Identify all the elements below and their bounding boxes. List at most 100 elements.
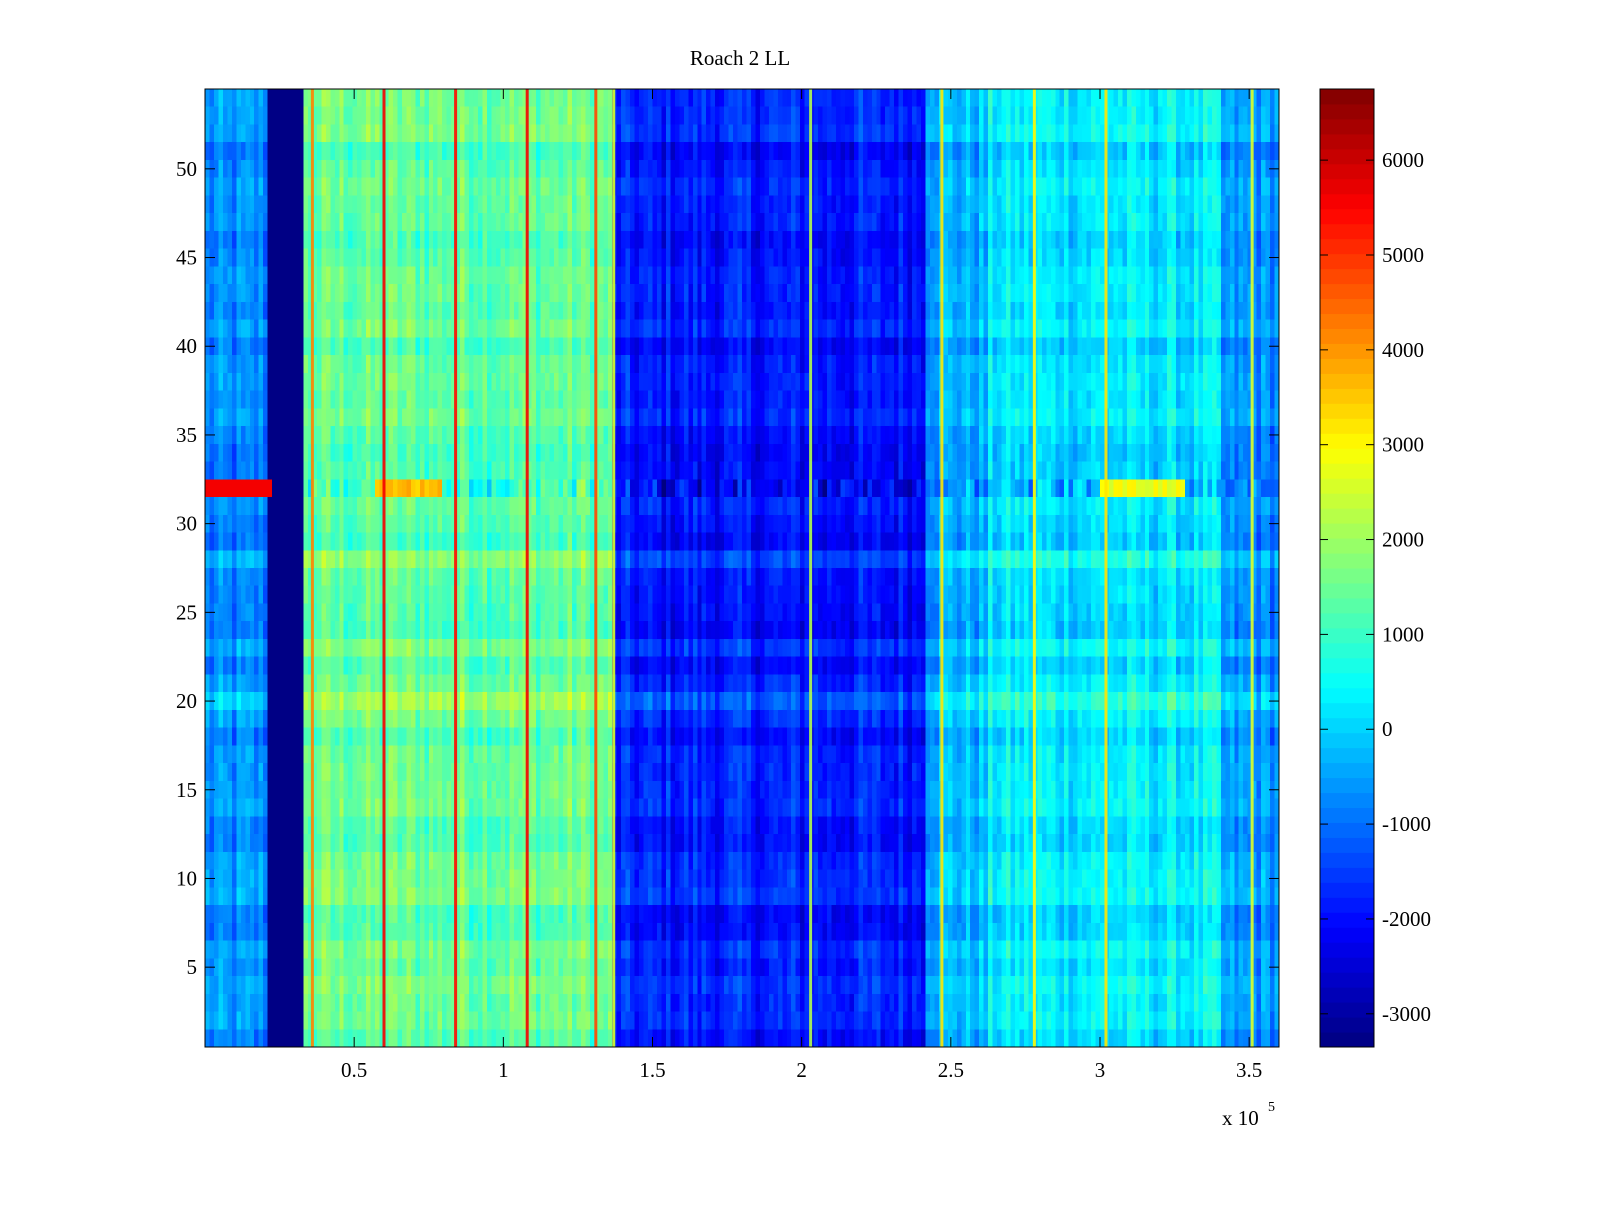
colorbar-segment: [1320, 762, 1374, 779]
y-tick-label: 40: [176, 334, 197, 358]
y-axis: 5 10 15 20 25 30 35 40 45 50: [176, 157, 1279, 979]
colorbar-segment: [1320, 732, 1374, 749]
colorbar-segment: [1320, 672, 1374, 689]
colorbar-segment: [1320, 403, 1374, 419]
heatmap-raster: [205, 89, 1279, 1047]
colorbar-segment: [1320, 178, 1374, 195]
colorbar-segment: [1320, 972, 1374, 988]
colorbar-segment: [1320, 463, 1374, 479]
colorbar-segment: [1320, 478, 1374, 494]
colorbar-segment: [1320, 582, 1374, 599]
spectral-line: [310, 89, 314, 1047]
y-tick-label: 5: [187, 955, 198, 979]
colorbar-frame: [1319, 88, 1375, 1048]
colorbar-segment: [1320, 148, 1374, 165]
colorbar-tick-label: -3000: [1382, 1002, 1431, 1026]
spectral-line: [940, 89, 944, 1047]
plot-frame: [204, 88, 1280, 1048]
colorbar-segment: [1320, 1002, 1374, 1018]
colorbar-tick-label: 6000: [1382, 148, 1424, 172]
colorbar-segment: [1320, 508, 1374, 524]
colorbar-segment: [1320, 358, 1374, 374]
colorbar-segment: [1320, 882, 1374, 898]
x-tick-label: 2: [796, 1058, 807, 1082]
spectral-line: [1250, 89, 1254, 1047]
colorbar-segment: [1320, 388, 1374, 404]
colorbar-axis: 6000 5000 4000 3000 2000 1000 0 -1000 -2000 -3000: [1320, 148, 1431, 1026]
spectral-line: [612, 89, 616, 1047]
colorbar-segment: [1320, 283, 1374, 300]
colorbar-segment: [1320, 912, 1374, 928]
colorbar-tick-label: -2000: [1382, 907, 1431, 931]
colorbar-segment: [1320, 777, 1374, 794]
colorbar-segment: [1320, 223, 1374, 240]
colorbar-segment: [1320, 612, 1374, 629]
colorbar-segment: [1320, 208, 1374, 225]
colorbar-segment: [1320, 193, 1374, 210]
spectral-line: [809, 89, 813, 1047]
x-exponent-power: 5: [1268, 1100, 1275, 1115]
spectral-line: [594, 89, 598, 1047]
colorbar-tick-label: 4000: [1382, 338, 1424, 362]
colorbar-segment: [1320, 702, 1374, 719]
colorbar-segment: [1320, 927, 1374, 943]
y-tick-label: 30: [176, 512, 197, 536]
colorbar-segment: [1320, 553, 1374, 569]
chart-title: Roach 2 LL: [690, 46, 790, 70]
colorbar-segment: [1320, 538, 1374, 554]
y-tick-label: 25: [176, 600, 197, 624]
plot-area: [205, 89, 1279, 1047]
colorbar-segment: [1320, 747, 1374, 764]
colorbar-segment: [1320, 957, 1374, 973]
colorbar-segment: [1320, 568, 1374, 584]
colorbar-segment: [1320, 343, 1374, 359]
colorbar-segment: [1320, 418, 1374, 434]
colorbar-segment: [1320, 657, 1374, 674]
colorbar-segment: [1320, 268, 1374, 285]
y-tick-label: 20: [176, 689, 197, 713]
x-exponent-base: x 10: [1222, 1106, 1259, 1130]
colorbar-segment: [1320, 328, 1374, 344]
colorbar-segment: [1320, 523, 1374, 539]
colorbar-segment: [1320, 597, 1374, 614]
colorbar-segment: [1320, 807, 1374, 823]
spectral-line: [1104, 89, 1108, 1047]
colorbar-segment: [1320, 627, 1374, 644]
colorbar: [1320, 89, 1374, 1048]
spectral-line: [525, 89, 529, 1047]
x-axis-exponent: x 10 5: [1222, 1100, 1275, 1130]
colorbar-segment: [1320, 822, 1374, 838]
x-tick-label: 3: [1095, 1058, 1106, 1082]
x-axis: 0.5 1 1.5 2 2.5 3 3.5: [341, 89, 1262, 1082]
spectral-line: [382, 89, 386, 1047]
colorbar-segment: [1320, 238, 1374, 255]
colorbar-segment: [1320, 897, 1374, 913]
spectral-line: [1032, 89, 1036, 1047]
colorbar-segment: [1320, 987, 1374, 1003]
y-tick-label: 35: [176, 423, 197, 447]
colorbar-tick-label: 3000: [1382, 433, 1424, 457]
colorbar-segment: [1320, 298, 1374, 315]
y-tick-label: 50: [176, 157, 197, 181]
colorbar-segment: [1320, 89, 1374, 105]
colorbar-segment: [1320, 448, 1374, 464]
colorbar-tick-label: 0: [1382, 717, 1393, 741]
colorbar-segment: [1320, 163, 1374, 180]
colorbar-segment: [1320, 687, 1374, 704]
y-tick-label: 45: [176, 246, 197, 270]
y-tick-label: 15: [176, 778, 197, 802]
x-tick-label: 3.5: [1236, 1058, 1262, 1082]
colorbar-tick-label: 2000: [1382, 528, 1424, 552]
colorbar-segment: [1320, 1032, 1374, 1048]
colorbar-segment: [1320, 942, 1374, 958]
colorbar-segment: [1320, 103, 1374, 120]
colorbar-segment: [1320, 852, 1374, 868]
x-tick-label: 1.5: [639, 1058, 665, 1082]
spectral-line: [454, 89, 458, 1047]
colorbar-tick-label: 1000: [1382, 622, 1424, 646]
colorbar-segment: [1320, 717, 1374, 734]
colorbar-tick-label: 5000: [1382, 243, 1424, 267]
colorbar-segment: [1320, 133, 1374, 150]
